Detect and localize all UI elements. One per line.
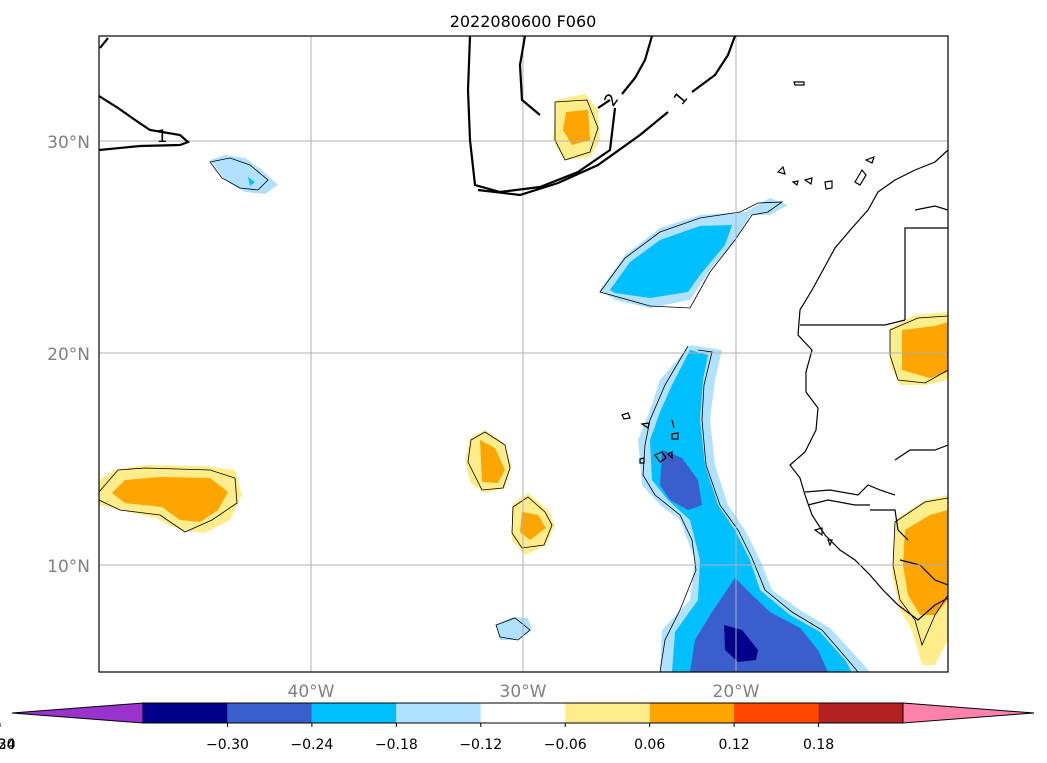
cv-2 — [640, 422, 650, 429]
zero-contour-s — [495, 617, 531, 641]
colorbar-tick-label: 0.24 — [0, 737, 16, 753]
colorbar-bin — [480, 703, 566, 723]
colorbar-tick-label: −0.18 — [375, 737, 418, 753]
colorbar-tick-label: −0.24 — [290, 737, 333, 753]
lon-label-40w: 40°W — [288, 682, 335, 702]
colorbar-tick-label: −0.12 — [459, 737, 502, 753]
lat-label-20n: 20°N — [47, 345, 90, 365]
canary-4 — [824, 180, 833, 190]
lat-label-10n: 10°N — [47, 557, 90, 577]
cv-3 — [671, 419, 675, 429]
contour-label-1: 1 — [157, 127, 168, 147]
canary-5 — [854, 168, 867, 186]
lon-label-30w: 30°W — [500, 682, 547, 702]
canary-1 — [776, 165, 786, 175]
thick-contours — [99, 36, 737, 197]
contour-1-main — [477, 111, 669, 197]
cv-5 — [639, 457, 645, 464]
colorbar-bin — [649, 703, 735, 723]
colorbar-bin — [143, 703, 228, 723]
contour-2-close — [597, 99, 611, 109]
map-title: 2022080600 F060 — [450, 12, 597, 31]
zero-contour-cape-verde-west — [642, 345, 697, 672]
cv-4 — [671, 432, 679, 440]
border-guinea — [870, 509, 909, 541]
colorbar-tick-label: −0.30 — [206, 737, 249, 753]
zero-contour-east — [889, 315, 948, 384]
contour-2-b — [621, 36, 654, 95]
lat-label-30n: 30°N — [47, 133, 90, 153]
colorbar-bin — [396, 703, 481, 723]
colorbar-extension-min — [11, 702, 144, 724]
border-w — [914, 205, 948, 211]
canary-2 — [791, 180, 799, 187]
border-mali — [894, 444, 948, 461]
thin-contours — [99, 99, 948, 672]
border-senegal — [804, 484, 896, 496]
map-frame — [98, 35, 949, 673]
lon-label-20w: 20°W — [713, 682, 760, 702]
bijagos — [813, 527, 833, 547]
colorbar-tick-label: −0.06 — [544, 737, 587, 753]
colorbar-bin — [565, 703, 650, 723]
contour-1-west — [99, 95, 191, 152]
colorbar-bin — [818, 703, 903, 723]
cv-1 — [621, 412, 631, 420]
shaded-fields — [99, 94, 948, 672]
blue-mid-region-south — [690, 578, 828, 672]
border-sl — [899, 559, 948, 586]
africa-coast — [789, 149, 948, 621]
blue-light-patch-nw — [210, 155, 278, 194]
blue-mid-region — [660, 450, 702, 510]
colorbar-tick-label: 0.12 — [719, 737, 750, 753]
colorbar-tick-label: 0.06 — [634, 737, 665, 753]
orange-patch-mid2 — [520, 512, 546, 540]
orange-patch-east — [902, 322, 948, 378]
madeira — [793, 81, 805, 86]
colorbar-extension-max — [902, 702, 1035, 724]
zero-contour-north — [554, 99, 599, 161]
zero-contour-canary — [599, 201, 784, 309]
colorbar-frame — [142, 702, 904, 724]
map-area: 1 2 1 — [99, 36, 948, 672]
cv-6 — [654, 451, 667, 463]
colorbar-tick-label: 0.18 — [803, 737, 834, 753]
colorbar-tick-label: 0.30 — [0, 737, 16, 753]
orange-patch-west — [112, 477, 228, 522]
orange-patch-north — [563, 110, 590, 145]
orange-patch-southeast — [903, 510, 948, 615]
contour-2-inner — [518, 36, 541, 116]
zero-contour-cape-verde — [697, 349, 859, 672]
gridlines — [99, 36, 948, 672]
border-mauritania — [904, 227, 948, 320]
zero-contour-mid1 — [467, 431, 511, 491]
cv-7 — [666, 451, 673, 460]
contour-1-west-tip — [99, 37, 109, 49]
canary-6 — [864, 155, 875, 164]
colorbar-bin — [227, 703, 312, 723]
orange-patch-mid1 — [480, 440, 505, 483]
blue-dark-region — [724, 625, 758, 662]
blue-canary — [610, 225, 732, 298]
blue-region — [650, 350, 852, 672]
contour-1-main-b — [691, 36, 737, 93]
zero-contour-mid2 — [511, 496, 553, 549]
border-gambia — [807, 499, 870, 506]
zero-contour-west — [99, 467, 238, 533]
colorbar-bin — [734, 703, 819, 723]
canary-3 — [803, 177, 813, 186]
colorbar: −0.30 −0.24 −0.18 −0.12 −0.06 0.06 0.12 0.18 0.2… — [0, 702, 1035, 753]
zero-contour-southeast — [892, 497, 948, 647]
border-morocco — [800, 319, 906, 326]
zero-contour-nw — [209, 157, 269, 191]
colorbar-bin — [311, 703, 397, 723]
blue-patch-nw — [248, 177, 255, 186]
coastlines — [621, 81, 948, 621]
